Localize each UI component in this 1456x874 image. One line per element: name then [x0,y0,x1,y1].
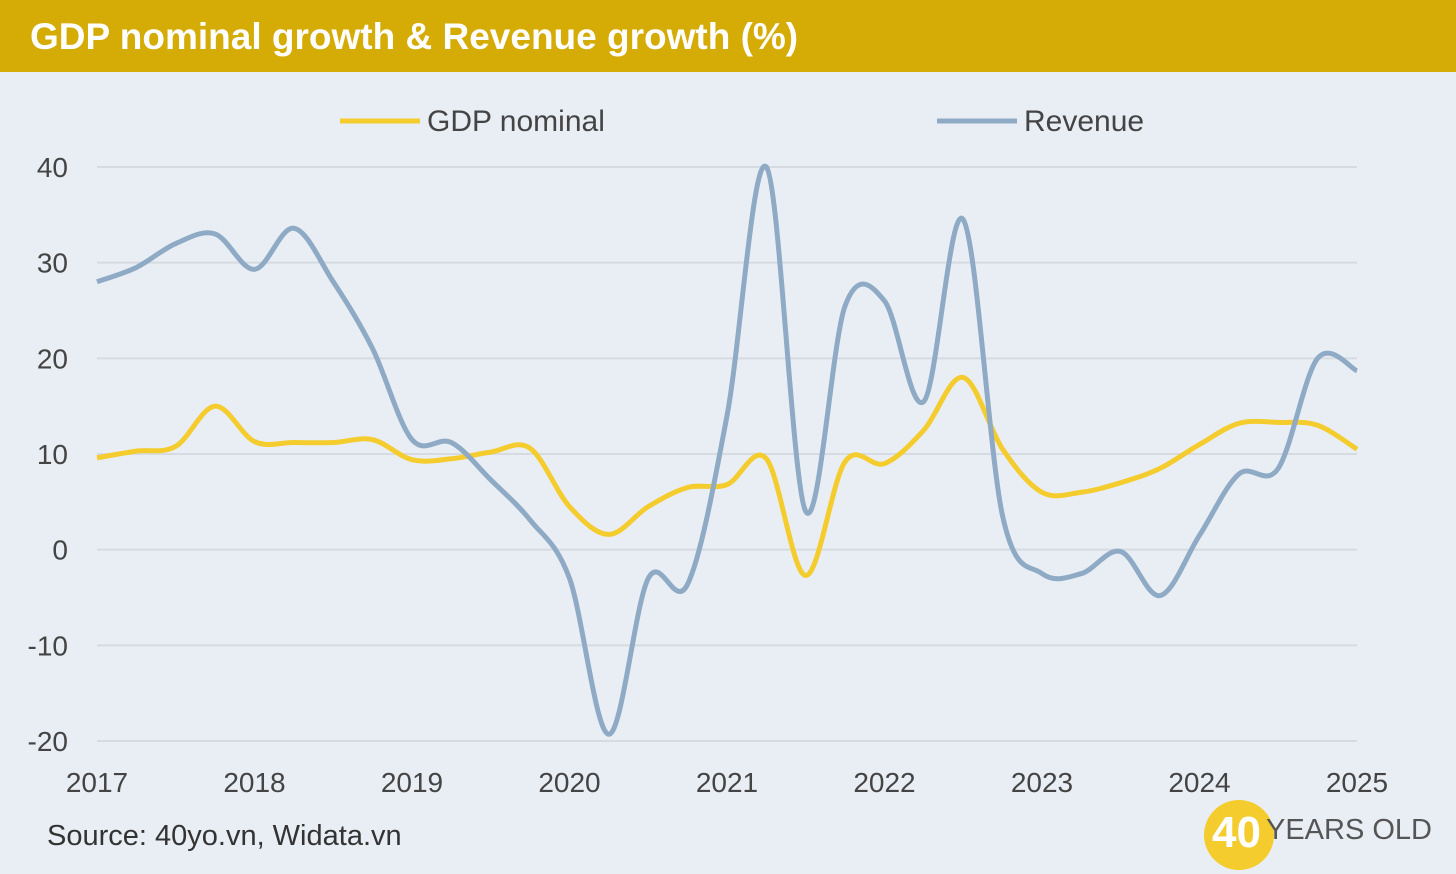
y-tick-label: 10 [37,439,68,470]
legend-label: Revenue [1024,105,1144,138]
y-tick-label: 0 [52,535,68,566]
x-tick-label: 2019 [381,767,443,798]
logo-text: YEARS OLD [1266,814,1432,846]
y-tick-label: 40 [37,152,68,183]
y-tick-label: 30 [37,248,68,279]
x-tick-label: 2024 [1168,767,1230,798]
y-tick-label: 20 [37,343,68,374]
x-tick-label: 2021 [696,767,758,798]
header-bar: GDP nominal growth & Revenue growth (%) [0,0,1456,72]
x-tick-label: 2022 [853,767,915,798]
source-note: Source: 40yo.vn, Widata.vn [47,820,402,852]
x-tick-label: 2020 [538,767,600,798]
y-tick-label: -10 [28,630,68,661]
series-line-1 [96,163,1359,737]
x-tick-label: 2023 [1011,767,1073,798]
legend-label: GDP nominal [427,105,605,138]
x-tick-label: 2025 [1326,767,1388,798]
series-line-0 [96,374,1359,578]
chart-title: GDP nominal growth & Revenue growth (%) [30,16,799,57]
y-tick-label: -20 [28,726,68,757]
logo-number: 40 [1212,808,1261,857]
logo-circle [1204,800,1274,870]
x-tick-label: 2017 [66,767,128,798]
x-tick-label: 2018 [223,767,285,798]
